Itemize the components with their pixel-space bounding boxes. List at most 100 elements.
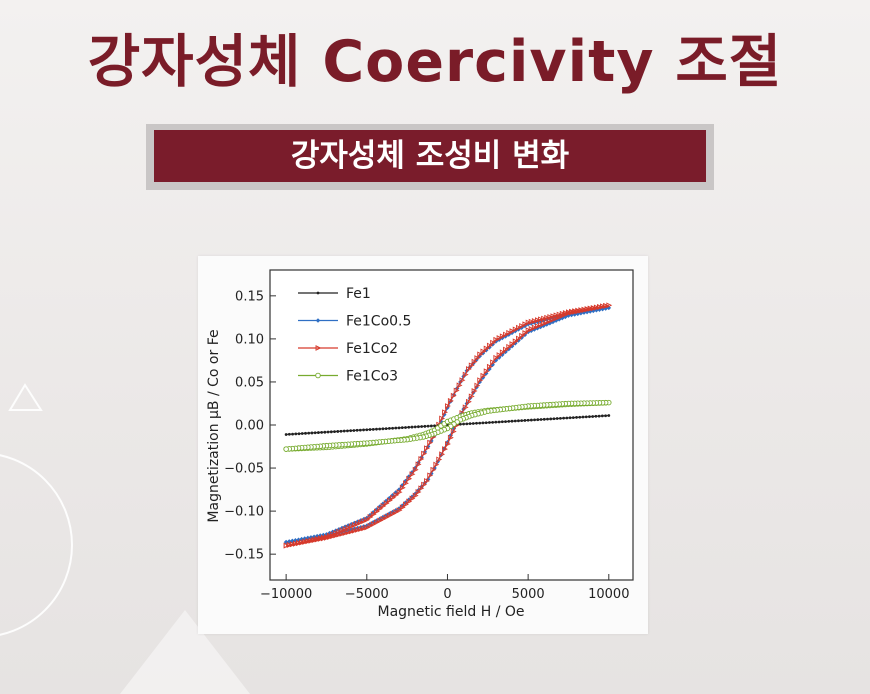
data-point xyxy=(412,492,419,499)
subtitle-label: 강자성체 조성비 변화 xyxy=(154,130,706,182)
data-point xyxy=(559,416,562,420)
data-point xyxy=(493,336,500,343)
data-point xyxy=(484,421,488,425)
data-point xyxy=(433,424,436,428)
data-point xyxy=(513,419,517,423)
data-point xyxy=(297,432,301,436)
data-point xyxy=(523,419,527,422)
data-point xyxy=(450,392,457,399)
data-point xyxy=(307,431,311,435)
data-point xyxy=(526,418,530,422)
page-title: 강자성체 Coercivity 조절 xyxy=(87,29,783,95)
data-point xyxy=(581,415,585,419)
data-point xyxy=(417,425,420,429)
data-point xyxy=(387,427,391,430)
data-point xyxy=(291,432,294,436)
data-point xyxy=(488,421,491,424)
data-point xyxy=(528,326,535,332)
data-point xyxy=(507,420,511,423)
data-point xyxy=(520,419,524,423)
data-point xyxy=(594,414,598,418)
data-point xyxy=(310,431,314,435)
data-point xyxy=(399,504,406,511)
data-point xyxy=(342,526,349,532)
data-point xyxy=(542,417,546,421)
legend-item: Fe1Co3 xyxy=(298,369,398,385)
data-point xyxy=(519,332,526,339)
data-point xyxy=(393,491,400,498)
data-point xyxy=(549,417,553,421)
data-point xyxy=(483,368,490,375)
data-point xyxy=(547,318,554,324)
series-Fe1Co3 xyxy=(283,399,612,452)
data-point xyxy=(497,420,501,424)
data-point xyxy=(450,428,457,435)
legend-item: Fe1Co2 xyxy=(298,341,398,357)
data-point xyxy=(429,424,433,428)
data-point xyxy=(349,429,353,433)
y-axis-label: Magnetization μB / Co or Fe xyxy=(206,329,222,522)
data-point xyxy=(439,451,446,458)
data-point xyxy=(562,416,566,420)
data-point xyxy=(491,420,495,424)
data-point xyxy=(496,335,503,341)
legend-label: Fe1Co0.5 xyxy=(346,314,411,330)
data-point xyxy=(436,456,443,463)
data-point xyxy=(462,371,469,378)
data-point xyxy=(504,420,507,423)
data-point xyxy=(481,421,485,425)
data-point xyxy=(559,312,566,319)
data-point xyxy=(287,432,291,436)
data-point xyxy=(433,461,440,468)
y-tick-label: 0.10 xyxy=(235,332,264,347)
data-point xyxy=(538,322,544,328)
data-point xyxy=(403,480,409,487)
data-point xyxy=(516,335,522,342)
data-point xyxy=(380,503,387,509)
data-point xyxy=(541,315,548,322)
data-point xyxy=(475,421,478,425)
data-point xyxy=(424,445,430,452)
data-point xyxy=(346,429,349,433)
data-point xyxy=(396,489,403,496)
y-tick-label: −0.15 xyxy=(224,548,264,563)
data-point xyxy=(550,313,557,320)
data-point xyxy=(471,388,478,394)
data-point xyxy=(326,430,330,434)
data-point xyxy=(529,418,533,422)
data-point xyxy=(386,512,393,519)
data-point xyxy=(538,316,544,323)
data-point xyxy=(409,495,416,502)
legend-label: Fe1Co3 xyxy=(346,369,398,385)
data-point xyxy=(345,524,352,531)
data-point xyxy=(525,319,532,326)
data-point xyxy=(544,319,551,326)
legend-item: Fe1 xyxy=(298,286,371,302)
data-point xyxy=(512,338,519,345)
data-point xyxy=(493,354,500,361)
data-point xyxy=(352,429,356,432)
data-point xyxy=(381,427,385,431)
data-point xyxy=(471,422,475,425)
data-point xyxy=(474,382,481,389)
data-point xyxy=(351,522,358,528)
data-point xyxy=(531,324,538,331)
data-point xyxy=(490,359,497,366)
data-point xyxy=(597,414,601,418)
x-tick-label: 5000 xyxy=(512,587,545,602)
data-point xyxy=(600,414,604,418)
y-tick-label: 0.00 xyxy=(235,419,264,434)
data-point xyxy=(591,415,595,418)
data-point xyxy=(304,431,307,435)
data-point xyxy=(423,424,427,428)
x-tick-label: 10000 xyxy=(588,587,629,602)
data-point xyxy=(323,430,327,434)
data-point xyxy=(494,420,498,424)
data-point xyxy=(393,509,400,515)
data-point xyxy=(427,472,434,479)
data-point xyxy=(486,342,493,349)
data-point xyxy=(409,471,416,478)
data-point xyxy=(486,363,493,370)
data-point xyxy=(552,417,556,421)
data-point xyxy=(380,515,387,522)
